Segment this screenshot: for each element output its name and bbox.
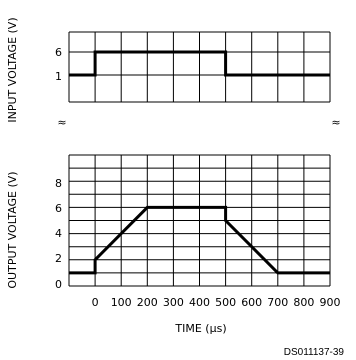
x-axis-label: TIME (µs): [174, 322, 226, 335]
x-tick: 300: [163, 296, 184, 309]
x-tick: 700: [267, 296, 288, 309]
x-tick: 200: [137, 296, 158, 309]
x-ticks: 0 100 200 300 400 500 600 700 800 900: [92, 296, 341, 309]
output-y-ticks: 8 6 4 2 0: [55, 177, 62, 291]
input-y-tick: 6: [55, 46, 62, 59]
x-tick: 400: [189, 296, 210, 309]
x-tick: 0: [92, 296, 99, 309]
input-ylabel: INPUT VOLTAGE (V): [6, 17, 19, 122]
output-y-tick: 0: [55, 278, 62, 291]
output-voltage-line: [69, 205, 330, 275]
input-voltage-line: [69, 50, 330, 77]
input-y-ticks: 6 1: [55, 46, 62, 83]
output-y-tick: 2: [55, 252, 62, 265]
output-y-tick: 6: [55, 202, 62, 215]
input-y-tick: 1: [55, 70, 62, 83]
axis-break-right-icon: ≈: [331, 116, 340, 129]
x-tick: 100: [111, 296, 132, 309]
output-y-tick: 4: [55, 227, 62, 240]
x-tick: 900: [320, 296, 341, 309]
x-tick: 800: [293, 296, 314, 309]
axis-break-left-icon: ≈: [57, 116, 66, 129]
x-tick: 500: [215, 296, 236, 309]
grid: [68, 31, 331, 287]
x-tick: 600: [241, 296, 262, 309]
output-y-tick: 8: [55, 177, 62, 190]
output-ylabel: OUTPUT VOLTAGE (V): [6, 171, 19, 288]
figure-id: DS011137-39: [284, 347, 345, 358]
